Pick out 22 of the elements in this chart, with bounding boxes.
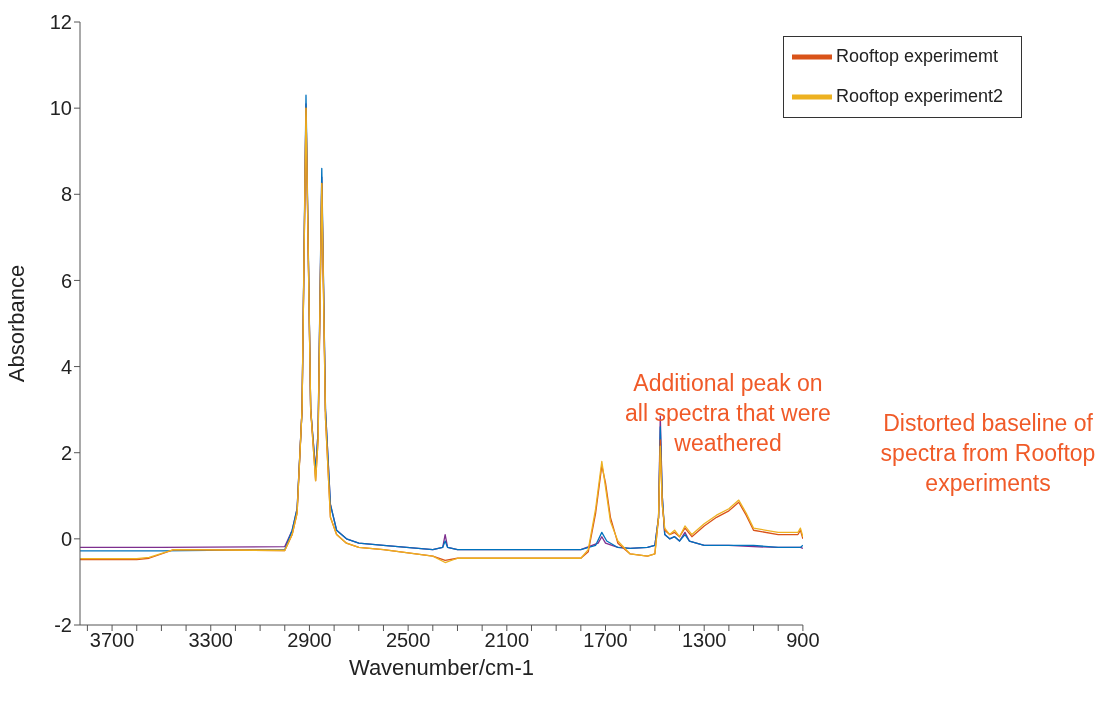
- y-axis-title: Absorbance: [3, 264, 29, 383]
- legend-label: Rooftop experimemt: [835, 45, 998, 66]
- y-tick-label: 10: [49, 97, 72, 120]
- x-tick-label: 3300: [188, 629, 234, 652]
- y-tick-label: 0: [60, 527, 72, 550]
- y-tick-label: 4: [60, 355, 72, 378]
- y-tick-label: 8: [60, 183, 72, 206]
- y-tick-label: 6: [60, 269, 72, 292]
- x-tick-label: 2500: [385, 629, 431, 652]
- y-tick-label: -2: [54, 614, 72, 637]
- x-axis-title: Wavenumber/cm-1: [348, 655, 534, 680]
- x-tick-label: 3700: [89, 629, 135, 652]
- annotation: Additional peak on all spectra that were weathered: [624, 369, 832, 458]
- x-tick-label: 2900: [287, 629, 332, 652]
- y-tick-label: 12: [49, 11, 72, 34]
- x-tick-label: 2100: [484, 629, 530, 652]
- y-tick-label: 2: [60, 441, 72, 464]
- x-tick-label: 900: [786, 629, 820, 652]
- text: Distorted baseline of spectra from Rooftop experiments: [879, 409, 1097, 498]
- legend-label: Rooftop experiment2: [835, 85, 1003, 106]
- x-tick-label: 1300: [681, 629, 727, 652]
- x-tick-label: 1700: [583, 629, 628, 652]
